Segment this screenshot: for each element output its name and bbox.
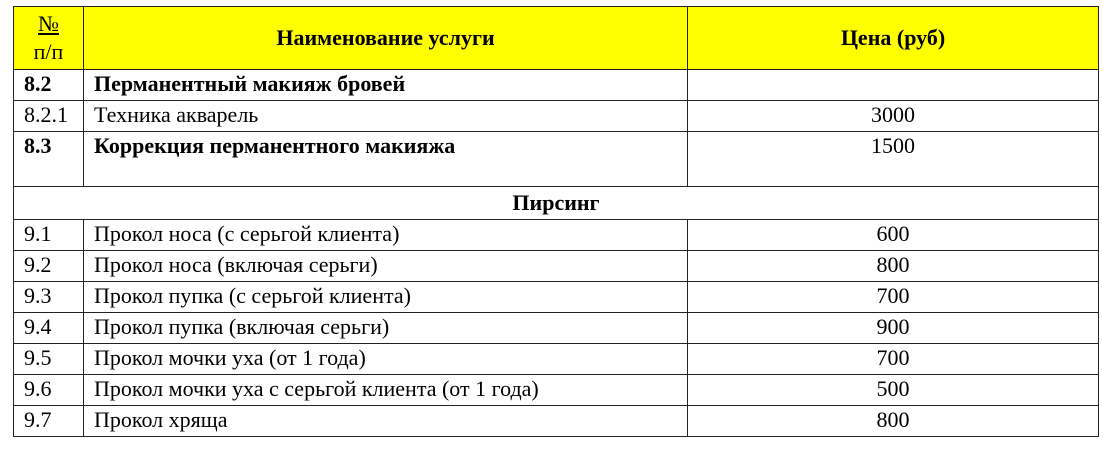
row-price: 600 bbox=[687, 219, 1099, 251]
row-name: Прокол носа (с серьгой клиента) bbox=[83, 219, 688, 251]
number-sub: п/п bbox=[33, 39, 64, 64]
row-name: Перманентный макияж бровей bbox=[83, 69, 688, 101]
table-header: № п/п Наименование услуги Цена (руб) bbox=[13, 6, 1099, 70]
row-number: 9.3 bbox=[13, 281, 84, 313]
row-price: 900 bbox=[687, 312, 1099, 344]
row-name: Коррекция перманентного макияжа bbox=[83, 131, 688, 187]
row-number: 9.6 bbox=[13, 374, 84, 406]
row-price: 800 bbox=[687, 405, 1099, 437]
row-price: 1500 bbox=[687, 131, 1099, 187]
section-title: Пирсинг bbox=[13, 186, 1099, 220]
table-row: 9.7 Прокол хряща 800 bbox=[13, 405, 1099, 437]
row-name: Прокол мочки уха с серьгой клиента (от 1… bbox=[83, 374, 688, 406]
table-row: 9.6 Прокол мочки уха с серьгой клиента (о… bbox=[13, 374, 1099, 406]
row-price: 700 bbox=[687, 343, 1099, 375]
table-row: 9.4 Прокол пупка (включая серьги) 900 bbox=[13, 312, 1099, 344]
header-name: Наименование услуги bbox=[83, 6, 688, 70]
table-row: 8.3 Коррекция перманентного макияжа 1500 bbox=[13, 131, 1099, 187]
row-number: 9.5 bbox=[13, 343, 84, 375]
table-row: 9.5 Прокол мочки уха (от 1 года) 700 bbox=[13, 343, 1099, 375]
header-price: Цена (руб) bbox=[687, 6, 1099, 70]
section-row: Пирсинг bbox=[13, 186, 1099, 220]
number-sign: № bbox=[38, 11, 59, 36]
row-number: 9.1 bbox=[13, 219, 84, 251]
table-row: 8.2 Перманентный макияж бровей bbox=[13, 69, 1099, 101]
row-price: 700 bbox=[687, 281, 1099, 313]
price-table: № п/п Наименование услуги Цена (руб) 8.2 … bbox=[13, 6, 1099, 437]
table-row: 9.3 Прокол пупка (с серьгой клиента) 700 bbox=[13, 281, 1099, 313]
row-name: Прокол хряща bbox=[83, 405, 688, 437]
row-number: 8.2 bbox=[13, 69, 84, 101]
row-name: Прокол носа (включая серьги) bbox=[83, 250, 688, 282]
row-name: Техника акварель bbox=[83, 100, 688, 132]
table-row: 9.2 Прокол носа (включая серьги) 800 bbox=[13, 250, 1099, 282]
row-name: Прокол пупка (включая серьги) bbox=[83, 312, 688, 344]
table-row: 8.2.1 Техника акварель 3000 bbox=[13, 100, 1099, 132]
row-number: 9.4 bbox=[13, 312, 84, 344]
row-number: 8.2.1 bbox=[13, 100, 84, 132]
row-number: 9.7 bbox=[13, 405, 84, 437]
row-price: 800 bbox=[687, 250, 1099, 282]
row-name: Прокол пупка (с серьгой клиента) bbox=[83, 281, 688, 313]
row-number: 9.2 bbox=[13, 250, 84, 282]
header-number: № п/п bbox=[13, 6, 84, 70]
table-row: 9.1 Прокол носа (с серьгой клиента) 600 bbox=[13, 219, 1099, 251]
row-number: 8.3 bbox=[13, 131, 84, 187]
row-price bbox=[687, 69, 1099, 101]
row-name: Прокол мочки уха (от 1 года) bbox=[83, 343, 688, 375]
row-price: 3000 bbox=[687, 100, 1099, 132]
row-price: 500 bbox=[687, 374, 1099, 406]
